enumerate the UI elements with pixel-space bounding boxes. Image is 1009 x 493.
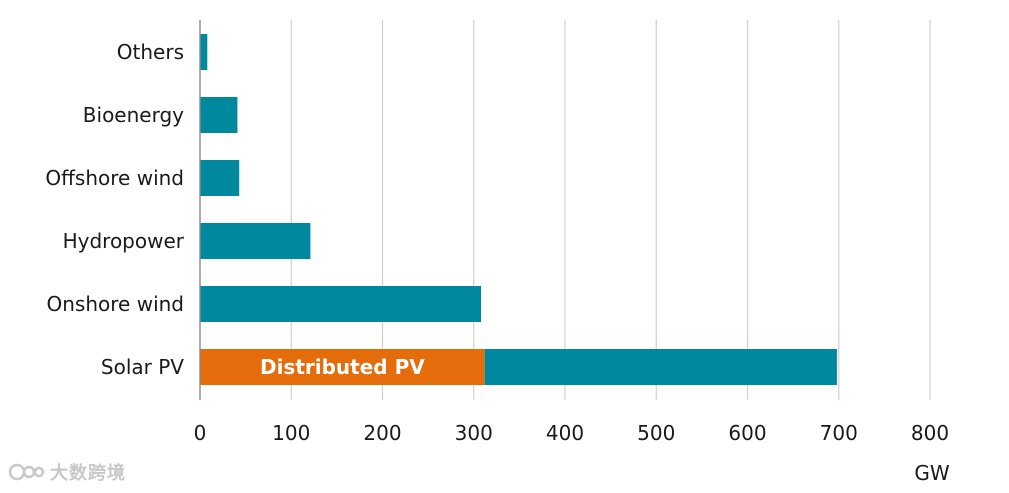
x-tick-label: 200: [363, 421, 401, 445]
x-tick-label: 700: [820, 421, 858, 445]
x-tick-label: 0: [194, 421, 207, 445]
category-label: Bioenergy: [83, 103, 184, 127]
x-axis-unit-label: GW: [914, 461, 949, 485]
bar-solar-pv-series-1: [484, 349, 837, 385]
category-label: Hydropower: [63, 229, 185, 253]
x-tick-label: 500: [637, 421, 675, 445]
category-label: Solar PV: [101, 355, 184, 379]
bar-bioenergy-series-1: [200, 97, 238, 133]
watermark: 大数跨境: [8, 459, 126, 485]
x-tick-label: 100: [272, 421, 310, 445]
bar-onshore-wind-series-1: [200, 286, 482, 322]
bar-hydropower-series-1: [200, 223, 311, 259]
x-tick-label: 300: [455, 421, 493, 445]
logo-icon: [8, 461, 46, 483]
x-tick-label: 800: [911, 421, 949, 445]
bar-others-series-1: [200, 34, 208, 70]
bar-segment-label: Distributed PV: [260, 355, 425, 379]
x-tick-label: 600: [728, 421, 766, 445]
category-label: Onshore wind: [47, 292, 184, 316]
category-label: Others: [117, 40, 184, 64]
category-label: Offshore wind: [45, 166, 184, 190]
bar-solar-pv-series-0: [200, 349, 485, 385]
bar-offshore-wind-series-1: [200, 160, 240, 196]
bars: [200, 34, 837, 385]
gridlines: [290, 20, 931, 400]
labels: 0 100 200 300 400 500 600 700 800 Others Bioenergy…: [45, 40, 949, 445]
watermark-text: 大数跨境: [50, 463, 126, 484]
x-tick-label: 400: [546, 421, 584, 445]
